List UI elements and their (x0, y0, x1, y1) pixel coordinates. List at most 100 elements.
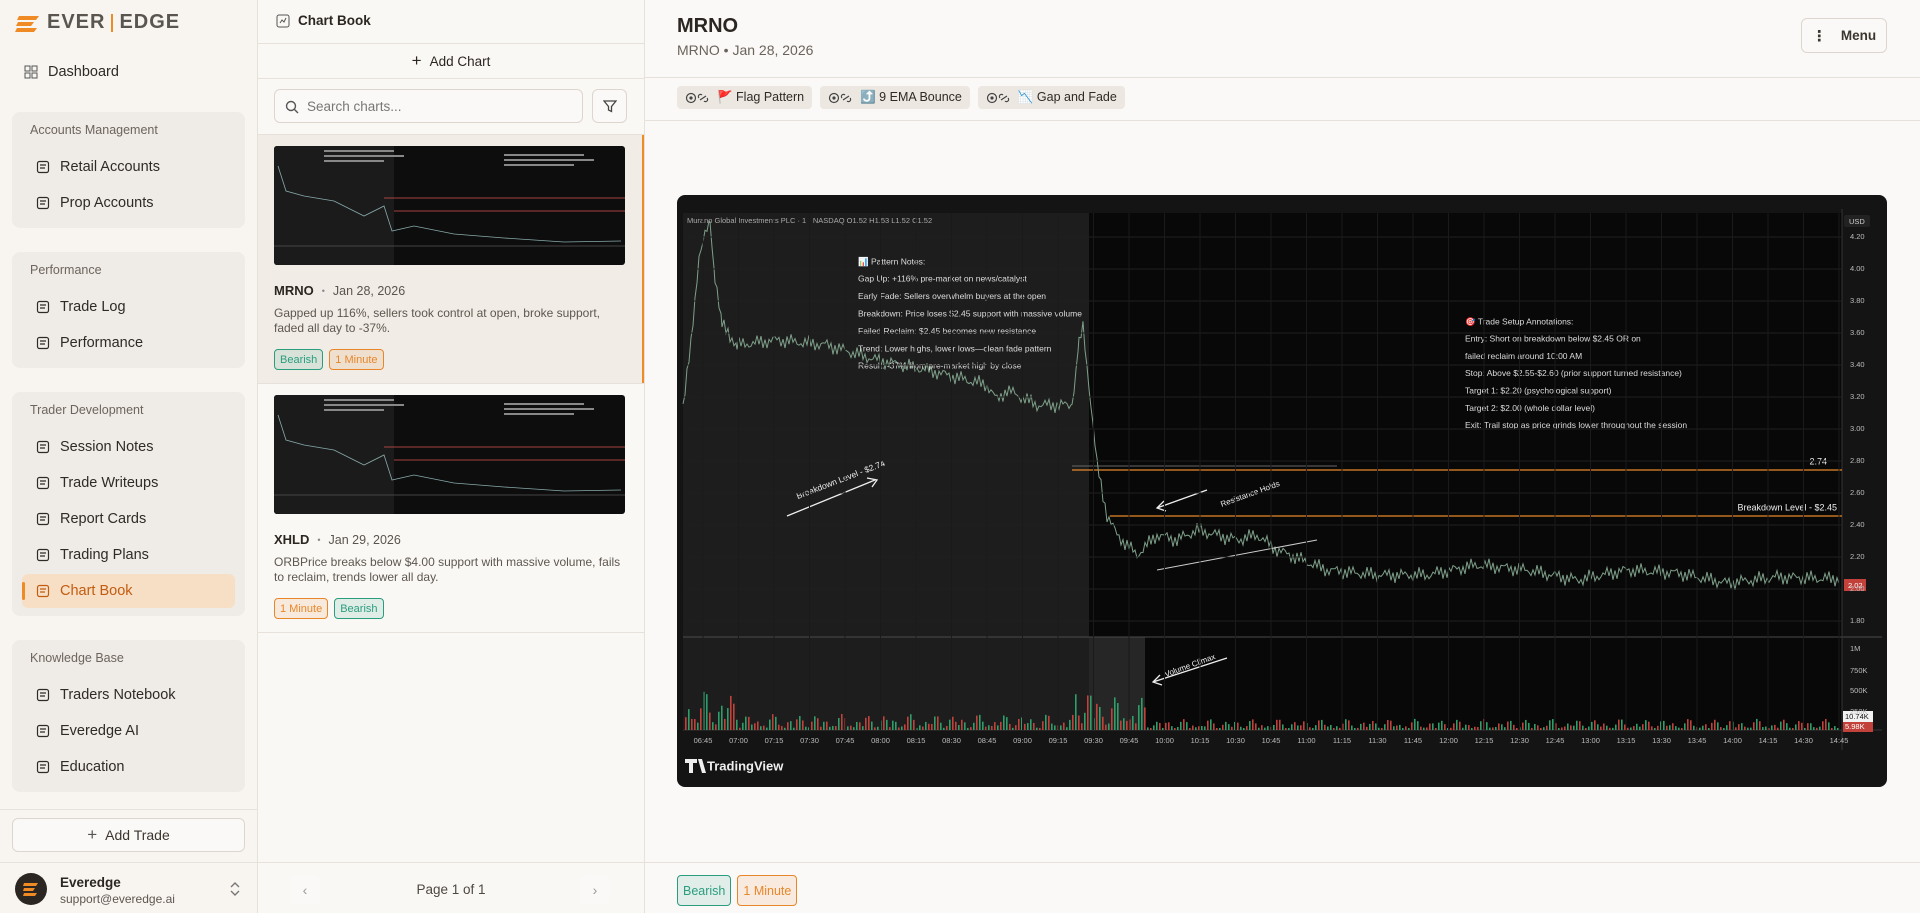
volume-bar-decor (973, 722, 975, 730)
volume-bar-decor (715, 724, 717, 730)
tag[interactable]: Bearish (274, 349, 324, 370)
tag[interactable]: Bearish (334, 598, 384, 619)
thumbnail (274, 146, 625, 265)
nav-icon (36, 548, 50, 562)
nav-item[interactable]: Everedge AI (22, 714, 235, 748)
filter-button[interactable] (592, 89, 627, 123)
volume-bar-decor (700, 708, 702, 730)
volume-bar-decor (1375, 723, 1377, 730)
volume-bar-decor (1783, 719, 1785, 730)
volume-bar-decor (1813, 727, 1815, 730)
volume-bar-decor (1609, 727, 1611, 730)
volume-bar-decor (802, 720, 804, 730)
nav-item[interactable]: Session Notes (22, 430, 235, 464)
volume-bar-decor (1528, 722, 1530, 730)
volume-bar-decor (703, 691, 705, 730)
next-page-button[interactable]: › (580, 875, 610, 905)
nav-item[interactable]: Traders Notebook (22, 678, 235, 712)
setup-note: failed reclaim around 10:00 AM (1465, 351, 1582, 361)
book-icon (276, 14, 290, 28)
tv-logo (685, 759, 706, 773)
search-input[interactable]: Search charts... (274, 89, 583, 123)
chart-card[interactable]: XHLD • Jan 29, 2026 ORBPrice breaks below $… (258, 384, 644, 633)
volume-bar-decor (1447, 728, 1449, 730)
nav-item[interactable]: Retail Accounts (22, 150, 235, 184)
volume-bar-decor (1237, 722, 1239, 730)
volume-bar-decor (874, 727, 876, 730)
volume-bar-decor (1780, 721, 1782, 730)
user-menu[interactable]: Everedge support@everedge.ai (0, 863, 257, 913)
volume-bar-decor (958, 725, 960, 730)
volume-bar-decor (1543, 727, 1545, 730)
volume-bar-decor (1024, 723, 1026, 730)
nav-item[interactable]: Trade Log (22, 290, 235, 324)
volume-bar-decor (1717, 722, 1719, 730)
volume-axis-label: 1M (1850, 644, 1860, 653)
nav-item[interactable]: Prop Accounts (22, 186, 235, 220)
volume-axis-label: 250K (1850, 707, 1868, 716)
price-axis-label: 2.20 (1850, 552, 1865, 561)
volume-bar-decor (1318, 720, 1320, 730)
setup-chip[interactable]: 📉 Gap and Fade (977, 86, 1125, 109)
nav-item[interactable]: Trade Writeups (22, 466, 235, 500)
time-axis-label: 09:00 (1013, 736, 1032, 745)
volume-bar-decor (1792, 728, 1794, 730)
volume-bar-decor (982, 721, 984, 730)
nav-item[interactable]: Education (22, 750, 235, 784)
time-axis-label: 14:00 (1723, 736, 1742, 745)
volume-bar-decor (1414, 718, 1416, 730)
volume-bar-decor (1750, 727, 1752, 730)
group-title: Accounts Management (30, 123, 158, 137)
volume-bar-decor (1030, 719, 1032, 730)
volume-bar-decor (1486, 722, 1488, 730)
divider (258, 383, 644, 384)
nav-item[interactable]: Chart Book (22, 574, 235, 608)
tag[interactable]: Bearish (677, 875, 732, 906)
volume-bar-decor (688, 709, 690, 730)
last-price: 2.02 (1848, 581, 1863, 590)
menu-button[interactable]: ⋮ Menu (1801, 18, 1887, 53)
tag[interactable]: 1 Minute (274, 598, 329, 619)
volume-bar-decor (1378, 727, 1380, 730)
volume-bar-decor (1804, 728, 1806, 730)
card-symbol: MRNO (274, 283, 314, 298)
volume-bar-decor (1297, 725, 1299, 730)
nav-item[interactable]: Performance (22, 326, 235, 360)
setup-chip[interactable]: 🚩 Flag Pattern (677, 86, 813, 109)
volume-box (1843, 722, 1873, 732)
nav-item[interactable]: Report Cards (22, 502, 235, 536)
volume-bar-decor (1432, 723, 1434, 730)
volume-bar-decor (1801, 722, 1803, 730)
volume-bar-decor (790, 721, 792, 730)
chart-card[interactable]: MRNO • Jan 28, 2026 Gapped up 116%, sellers… (258, 135, 644, 384)
volume-bar-decor (1753, 722, 1755, 730)
logo[interactable]: EVER EDGE (15, 11, 180, 34)
volume-bar-decor (1300, 725, 1302, 730)
divider (258, 134, 644, 135)
nav-item[interactable]: Trading Plans (22, 538, 235, 572)
nav-label: Session Notes (60, 439, 154, 455)
pattern-note: Result: -37% from pre-market high by clo… (858, 361, 1022, 371)
tag[interactable]: 1 Minute (329, 349, 384, 370)
volume-bar-decor (1570, 725, 1572, 730)
time-axis-label: 12:15 (1475, 736, 1494, 745)
volume-bar-decor (778, 724, 780, 730)
search-placeholder: Search charts... (307, 98, 402, 114)
time-axis-label: 14:15 (1759, 736, 1778, 745)
setup-chip[interactable]: ⤴️ 9 EMA Bounce (820, 86, 970, 109)
add-chart-button[interactable]: + Add Chart (258, 44, 644, 78)
avatar (15, 873, 47, 905)
time-axis-label: 13:30 (1652, 736, 1671, 745)
add-trade-button[interactable]: + Add Trade (12, 818, 245, 852)
volume-bar-decor (1291, 724, 1293, 730)
prev-page-button[interactable]: ‹ (290, 875, 320, 905)
nav-item[interactable]: Dashboard (10, 55, 223, 89)
volume-bar-decor (1234, 721, 1236, 730)
divider (258, 78, 644, 79)
volume-bar-decor (916, 727, 918, 730)
tag[interactable]: 1 Minute (737, 875, 798, 906)
time-axis-label: 09:15 (1049, 736, 1068, 745)
volume-bar-decor (1072, 714, 1074, 730)
volume-bar-decor (1633, 726, 1635, 730)
volume-bar-decor (964, 722, 966, 730)
